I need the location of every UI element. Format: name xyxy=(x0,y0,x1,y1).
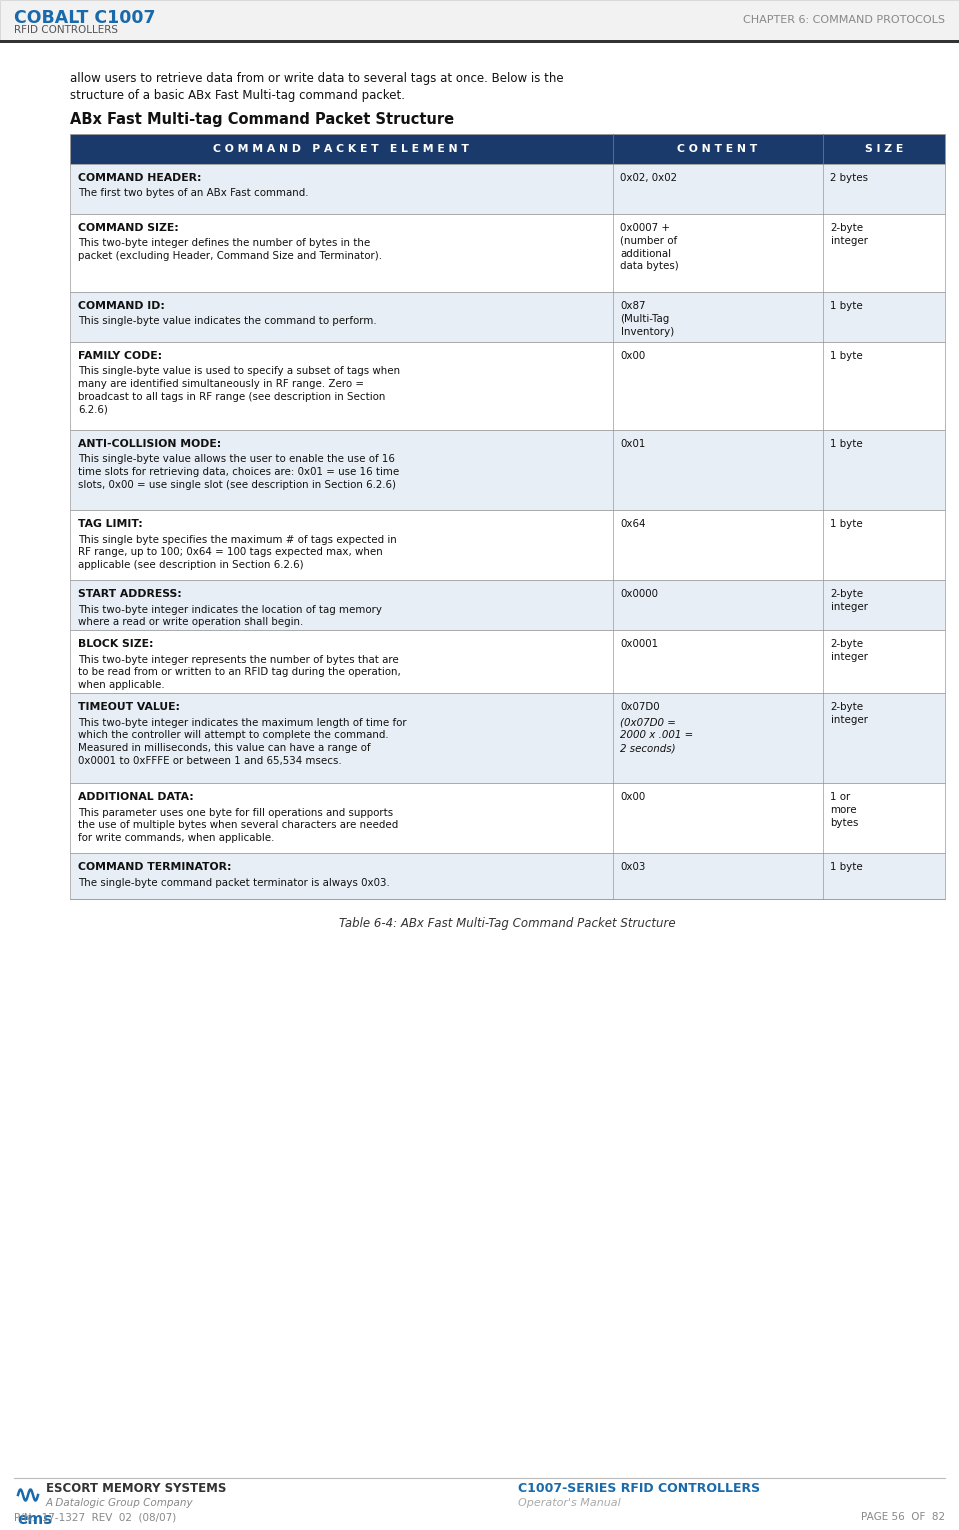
Text: 0x87
(Multi-Tag
Inventory): 0x87 (Multi-Tag Inventory) xyxy=(620,301,674,337)
Text: 0x00: 0x00 xyxy=(620,793,645,802)
Text: (0x07D0 =
2000 x .001 =
2 seconds): (0x07D0 = 2000 x .001 = 2 seconds) xyxy=(620,718,693,753)
Bar xyxy=(70,630,945,693)
Bar xyxy=(70,693,945,783)
Text: The first two bytes of an ABx Fast command.: The first two bytes of an ABx Fast comma… xyxy=(78,188,309,199)
Text: This parameter uses one byte for fill operations and supports
the use of multipl: This parameter uses one byte for fill op… xyxy=(78,808,398,843)
Text: This single-byte value indicates the command to perform.: This single-byte value indicates the com… xyxy=(78,317,377,326)
Bar xyxy=(70,164,945,214)
Text: CHAPTER 6: COMMAND PROTOCOLS: CHAPTER 6: COMMAND PROTOCOLS xyxy=(743,15,945,24)
Text: C O M M A N D   P A C K E T   E L E M E N T: C O M M A N D P A C K E T E L E M E N T xyxy=(213,144,469,155)
Text: 0x02, 0x02: 0x02, 0x02 xyxy=(620,173,677,184)
Text: Operator's Manual: Operator's Manual xyxy=(518,1498,620,1509)
Bar xyxy=(70,135,945,164)
Bar xyxy=(0,0,959,40)
Text: FAMILY CODE:: FAMILY CODE: xyxy=(78,350,162,361)
Text: Table 6-4: ABx Fast Multi-Tag Command Packet Structure: Table 6-4: ABx Fast Multi-Tag Command Pa… xyxy=(339,916,676,930)
Text: 1 byte: 1 byte xyxy=(830,861,863,872)
Text: COMMAND ID:: COMMAND ID: xyxy=(78,301,165,311)
Bar xyxy=(70,783,945,854)
Text: This two-byte integer represents the number of bytes that are
to be read from or: This two-byte integer represents the num… xyxy=(78,655,401,690)
Text: 0x03: 0x03 xyxy=(620,861,645,872)
Bar xyxy=(70,580,945,630)
Text: 2 bytes: 2 bytes xyxy=(830,173,869,184)
Text: COMMAND TERMINATOR:: COMMAND TERMINATOR: xyxy=(78,861,231,872)
Text: 1 byte: 1 byte xyxy=(830,439,863,448)
Text: ems: ems xyxy=(17,1512,52,1527)
Text: The single-byte command packet terminator is always 0x03.: The single-byte command packet terminato… xyxy=(78,878,389,887)
Bar xyxy=(70,854,945,900)
Text: COBALT C1007: COBALT C1007 xyxy=(14,9,155,28)
Bar xyxy=(70,343,945,430)
Text: C O N T E N T: C O N T E N T xyxy=(677,144,758,155)
Text: 1 or
more
bytes: 1 or more bytes xyxy=(830,793,859,828)
Text: ABx Fast Multi-tag Command Packet Structure: ABx Fast Multi-tag Command Packet Struct… xyxy=(70,112,455,127)
Text: C1007-SERIES RFID CONTROLLERS: C1007-SERIES RFID CONTROLLERS xyxy=(518,1483,760,1495)
Text: 0x0007 +
(number of
additional
data bytes): 0x0007 + (number of additional data byte… xyxy=(620,223,679,271)
Bar xyxy=(70,292,945,343)
Text: This two-byte integer indicates the maximum length of time for
which the control: This two-byte integer indicates the maxi… xyxy=(78,718,407,767)
Text: This two-byte integer indicates the location of tag memory
where a read or write: This two-byte integer indicates the loca… xyxy=(78,604,382,627)
Text: 2-byte
integer: 2-byte integer xyxy=(830,223,868,246)
Text: 2-byte
integer: 2-byte integer xyxy=(830,640,868,662)
Text: P/N:  17-1327  REV  02  (08/07): P/N: 17-1327 REV 02 (08/07) xyxy=(14,1512,176,1522)
Text: TAG LIMIT:: TAG LIMIT: xyxy=(78,519,143,529)
Text: 2-byte
integer: 2-byte integer xyxy=(830,702,868,725)
Text: COMMAND SIZE:: COMMAND SIZE: xyxy=(78,223,178,233)
Text: 0x01: 0x01 xyxy=(620,439,645,448)
Text: 1 byte: 1 byte xyxy=(830,301,863,311)
Text: This two-byte integer defines the number of bytes in the
packet (excluding Heade: This two-byte integer defines the number… xyxy=(78,239,382,262)
Text: 1 byte: 1 byte xyxy=(830,350,863,361)
Text: 0x07D0: 0x07D0 xyxy=(620,702,660,711)
Bar xyxy=(70,214,945,292)
Text: ADDITIONAL DATA:: ADDITIONAL DATA: xyxy=(78,793,194,802)
Text: 2-byte
integer: 2-byte integer xyxy=(830,589,868,612)
Text: BLOCK SIZE:: BLOCK SIZE: xyxy=(78,640,153,649)
Text: RFID CONTROLLERS: RFID CONTROLLERS xyxy=(14,24,118,35)
Text: TIMEOUT VALUE:: TIMEOUT VALUE: xyxy=(78,702,180,711)
Text: COMMAND HEADER:: COMMAND HEADER: xyxy=(78,173,201,184)
Text: This single-byte value is used to specify a subset of tags when
many are identif: This single-byte value is used to specif… xyxy=(78,367,400,415)
Text: ANTI-COLLISION MODE:: ANTI-COLLISION MODE: xyxy=(78,439,222,448)
Text: 1 byte: 1 byte xyxy=(830,519,863,529)
Text: ESCORT MEMORY SYSTEMS: ESCORT MEMORY SYSTEMS xyxy=(46,1483,226,1495)
Text: 0x64: 0x64 xyxy=(620,519,646,529)
Text: A Datalogic Group Company: A Datalogic Group Company xyxy=(46,1498,194,1509)
Text: PAGE 56  OF  82: PAGE 56 OF 82 xyxy=(861,1512,945,1522)
Bar xyxy=(70,430,945,509)
Text: This single-byte value allows the user to enable the use of 16
time slots for re: This single-byte value allows the user t… xyxy=(78,454,399,490)
Text: 0x00: 0x00 xyxy=(620,350,645,361)
Bar xyxy=(70,509,945,580)
Text: 0x0001: 0x0001 xyxy=(620,640,659,649)
Text: 0x0000: 0x0000 xyxy=(620,589,659,600)
Bar xyxy=(0,40,959,43)
Text: START ADDRESS:: START ADDRESS: xyxy=(78,589,182,600)
Text: allow users to retrieve data from or write data to several tags at once. Below i: allow users to retrieve data from or wri… xyxy=(70,72,564,103)
Text: S I Z E: S I Z E xyxy=(865,144,902,155)
Text: This single byte specifies the maximum # of tags expected in
RF range, up to 100: This single byte specifies the maximum #… xyxy=(78,534,397,571)
